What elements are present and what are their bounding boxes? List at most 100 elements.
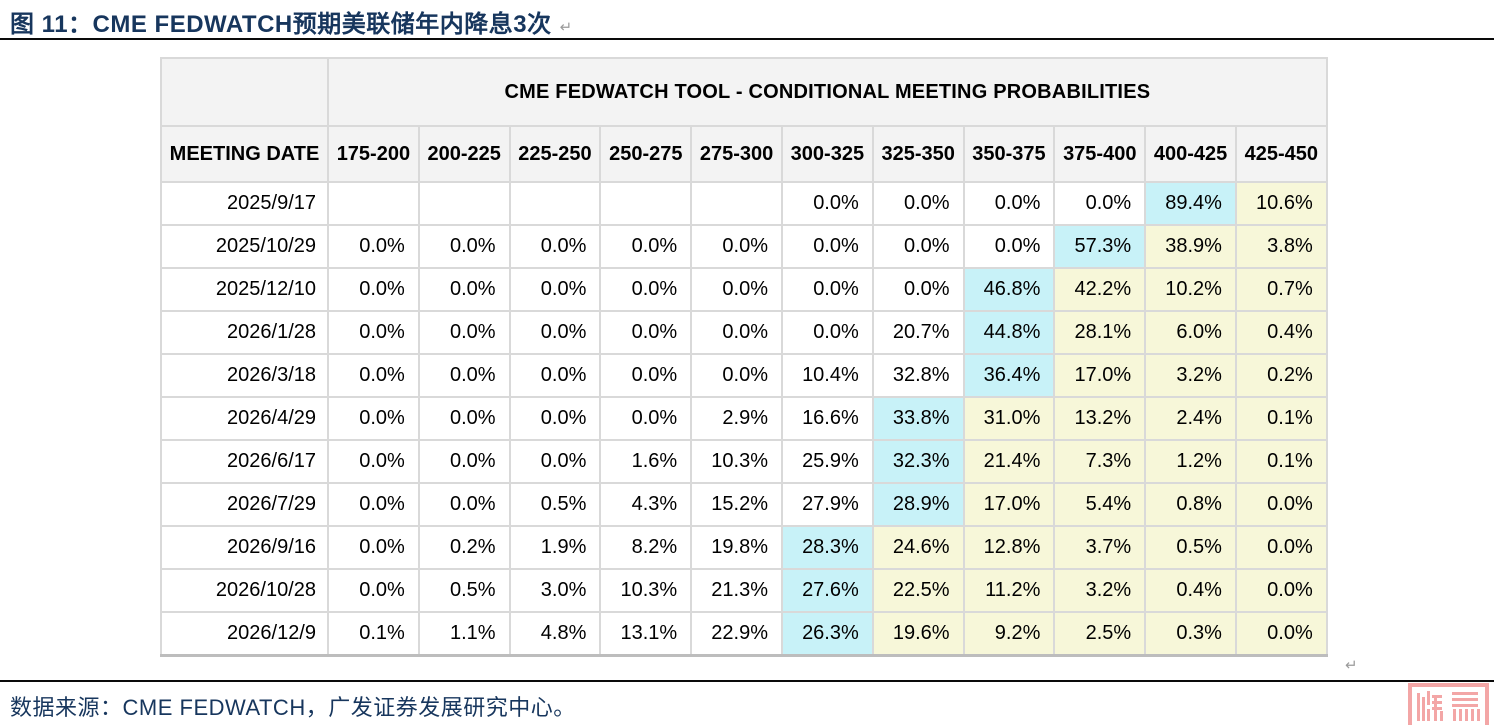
probability-cell: 10.4%	[780, 353, 874, 398]
probability-cell: 0.0%	[1234, 482, 1328, 527]
probability-cell: 0.0%	[417, 396, 511, 441]
probability-cell: 0.5%	[1144, 525, 1237, 570]
probability-cell: 2.4%	[1144, 396, 1237, 441]
probability-cell: 3.2%	[1053, 568, 1147, 613]
probability-cell: 0.5%	[417, 568, 511, 613]
table-row: 2026/6/17 0.0% 0.0% 0.0% 1.6% 10.3% 25.9% 32.3%…	[160, 439, 1328, 484]
meeting-date-cell: 2026/4/29	[160, 396, 329, 441]
rate-range-column-header: 200-225	[417, 125, 511, 183]
probability-cell: 0.0%	[962, 224, 1056, 269]
paragraph-mark-icon: ↵	[1345, 657, 1358, 674]
probability-cell: 0.4%	[1234, 310, 1328, 355]
table-row: 2026/1/28 0.0% 0.0% 0.0% 0.0% 0.0% 0.0% 20.7% 44…	[160, 310, 1328, 355]
table-row: 2025/10/29 0.0% 0.0% 0.0% 0.0% 0.0% 0.0% 0.0% 0.…	[160, 224, 1328, 269]
probability-cell	[508, 181, 602, 226]
probability-cell: 27.6%	[780, 568, 874, 613]
probability-cell: 0.0%	[871, 224, 965, 269]
probability-cell: 28.1%	[1053, 310, 1147, 355]
probability-cell: 0.1%	[1234, 396, 1328, 441]
table-corner-cell	[160, 57, 329, 127]
probability-cell: 42.2%	[1053, 267, 1147, 312]
probability-cell: 0.2%	[417, 525, 511, 570]
probability-cell: 36.4%	[962, 353, 1056, 398]
seal-glyphs	[1416, 691, 1480, 721]
table-row: 2025/9/17 0.0% 0.0% 0.0% 0.0% 89.4% 10.6%	[160, 181, 1328, 226]
probability-cell: 32.8%	[871, 353, 965, 398]
probability-cell: 0.0%	[780, 224, 874, 269]
probability-cell: 0.8%	[1144, 482, 1237, 527]
probability-cell: 4.8%	[508, 611, 602, 656]
probability-cell: 0.0%	[599, 310, 693, 355]
probability-cell: 3.7%	[1053, 525, 1147, 570]
probability-cell: 0.1%	[1234, 439, 1328, 484]
table-band-title: CME FEDWATCH TOOL - CONDITIONAL MEETING …	[327, 57, 1328, 127]
probability-cell: 22.9%	[690, 611, 783, 656]
probability-cell: 10.3%	[690, 439, 783, 484]
probability-cell: 57.3%	[1053, 224, 1147, 269]
probability-cell: 46.8%	[962, 267, 1056, 312]
figure-title: 图 11：CME FEDWATCH预期美联储年内降息3次 ↵	[10, 4, 573, 39]
meeting-date-cell: 2026/9/16	[160, 525, 329, 570]
probability-cell	[327, 181, 420, 226]
probability-cell: 5.4%	[1053, 482, 1147, 527]
probability-cell: 13.2%	[1053, 396, 1147, 441]
data-source-text: 数据来源：CME FEDWATCH，广发证券发展研究中心。	[10, 695, 576, 720]
figure-title-text: 图 11：CME FEDWATCH预期美联储年内降息3次	[10, 11, 552, 38]
probability-cell: 21.3%	[690, 568, 783, 613]
probability-cell: 32.3%	[871, 439, 965, 484]
probability-cell: 3.2%	[1144, 353, 1237, 398]
probability-cell: 0.0%	[599, 224, 693, 269]
probability-cell: 0.0%	[417, 310, 511, 355]
probability-cell: 0.1%	[327, 611, 420, 656]
probability-cell: 19.8%	[690, 525, 783, 570]
probability-cell: 1.1%	[417, 611, 511, 656]
meeting-date-cell: 2026/10/28	[160, 568, 329, 613]
probability-cell: 0.0%	[690, 310, 783, 355]
probability-cell: 2.5%	[1053, 611, 1147, 656]
probability-cell: 2.9%	[690, 396, 783, 441]
probability-cell: 0.0%	[690, 353, 783, 398]
probability-cell: 0.0%	[871, 181, 965, 226]
probability-cell: 22.5%	[871, 568, 965, 613]
probability-cell: 0.0%	[508, 353, 602, 398]
probability-cell: 0.0%	[690, 224, 783, 269]
rate-range-column-header: 400-425	[1144, 125, 1237, 183]
probability-cell: 24.6%	[871, 525, 965, 570]
rate-range-column-header: 325-350	[871, 125, 965, 183]
probability-cell: 38.9%	[1144, 224, 1237, 269]
rate-range-column-header: 425-450	[1234, 125, 1328, 183]
probability-cell	[599, 181, 693, 226]
probability-cell: 7.3%	[1053, 439, 1147, 484]
probability-cell: 17.0%	[962, 482, 1056, 527]
probability-cell: 10.2%	[1144, 267, 1237, 312]
probability-cell: 13.1%	[599, 611, 693, 656]
rate-range-column-header: 350-375	[962, 125, 1056, 183]
probability-cell: 0.0%	[871, 267, 965, 312]
table-row: 2026/7/29 0.0% 0.0% 0.5% 4.3% 15.2% 27.9% 28.9%…	[160, 482, 1328, 527]
probability-cell: 0.5%	[508, 482, 602, 527]
probability-cell: 0.0%	[780, 267, 874, 312]
probability-cell: 27.9%	[780, 482, 874, 527]
meeting-date-cell: 2026/6/17	[160, 439, 329, 484]
rate-range-column-header: 300-325	[780, 125, 874, 183]
probability-cell: 0.0%	[508, 267, 602, 312]
probability-cell: 0.0%	[599, 353, 693, 398]
table-row: 2026/3/18 0.0% 0.0% 0.0% 0.0% 0.0% 10.4% 32.8% 3…	[160, 353, 1328, 398]
probability-cell: 0.0%	[327, 396, 420, 441]
probability-cell: 10.6%	[1234, 181, 1328, 226]
probability-cell: 0.0%	[599, 396, 693, 441]
probability-cell: 0.2%	[1234, 353, 1328, 398]
paragraph-mark-icon: ↵	[559, 19, 573, 36]
probability-cell: 25.9%	[780, 439, 874, 484]
rate-range-column-header: 375-400	[1053, 125, 1147, 183]
probability-cell: 0.0%	[962, 181, 1056, 226]
fedwatch-probability-table: CME FEDWATCH TOOL - CONDITIONAL MEETING …	[160, 57, 1328, 657]
probability-cell: 10.3%	[599, 568, 693, 613]
probability-cell: 0.0%	[599, 267, 693, 312]
probability-cell: 0.4%	[1144, 568, 1237, 613]
source-divider-line	[0, 680, 1494, 682]
title-divider-line	[0, 38, 1494, 40]
probability-cell: 0.0%	[417, 439, 511, 484]
probability-cell: 0.0%	[417, 267, 511, 312]
